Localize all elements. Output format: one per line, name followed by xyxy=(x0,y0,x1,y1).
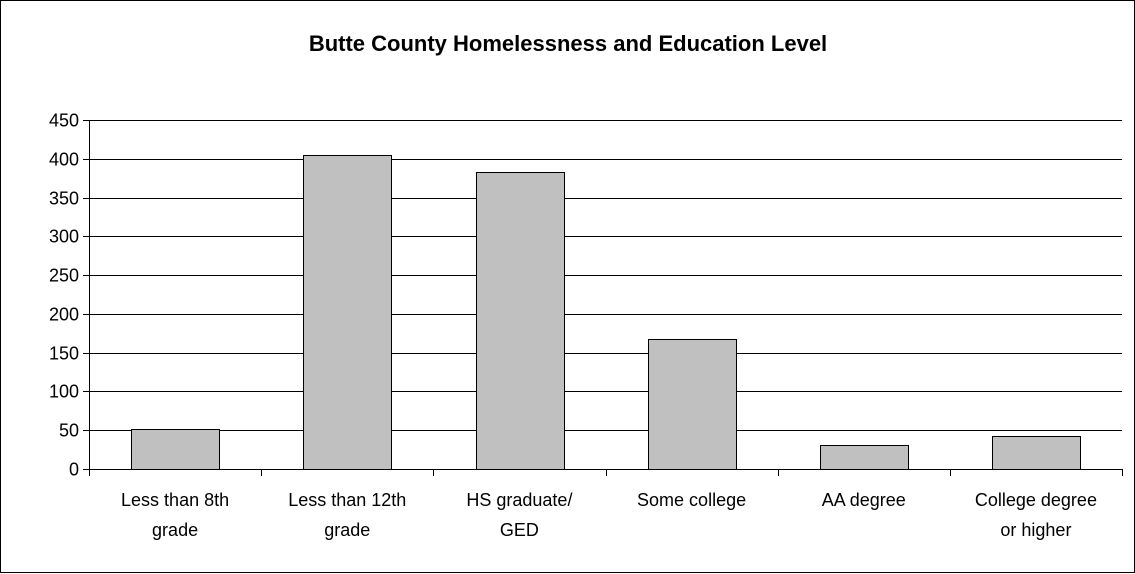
x-category-label: HS graduate/GED xyxy=(466,490,572,540)
y-tick-label: 400 xyxy=(49,150,79,170)
y-tick-label: 200 xyxy=(49,305,79,325)
y-tick-label: 450 xyxy=(49,111,79,131)
bars xyxy=(131,155,1081,470)
x-axis-category-labels: Less than 8th grade Less than 12th grade HS … xyxy=(121,490,1097,540)
y-tick-label: 300 xyxy=(49,227,79,247)
y-tick-label: 100 xyxy=(49,382,79,402)
x-category-label: AA degree xyxy=(822,490,906,510)
chart-title: Butte County Homelessness and Education … xyxy=(309,31,827,56)
bar xyxy=(303,155,392,470)
y-tick-label: 50 xyxy=(59,421,79,441)
x-category-label: Less than 8th grade xyxy=(121,490,229,540)
bar xyxy=(992,436,1081,470)
bar xyxy=(476,172,565,470)
y-tick-label: 150 xyxy=(49,344,79,364)
y-axis-tick-labels: 0 50 100 150 200 250 300 350 400 450 xyxy=(49,111,79,480)
x-category-label: Some college xyxy=(637,490,746,510)
bar xyxy=(648,339,737,470)
y-tick-label: 0 xyxy=(69,460,79,480)
x-category-label: College degree or higher xyxy=(975,490,1097,540)
y-tick-label: 250 xyxy=(49,266,79,286)
bar xyxy=(131,429,220,470)
bar xyxy=(820,445,909,470)
y-tick-label: 350 xyxy=(49,189,79,209)
axes xyxy=(83,120,1123,476)
grid-lines xyxy=(89,120,1122,431)
x-category-label: Less than 12th grade xyxy=(288,490,406,540)
